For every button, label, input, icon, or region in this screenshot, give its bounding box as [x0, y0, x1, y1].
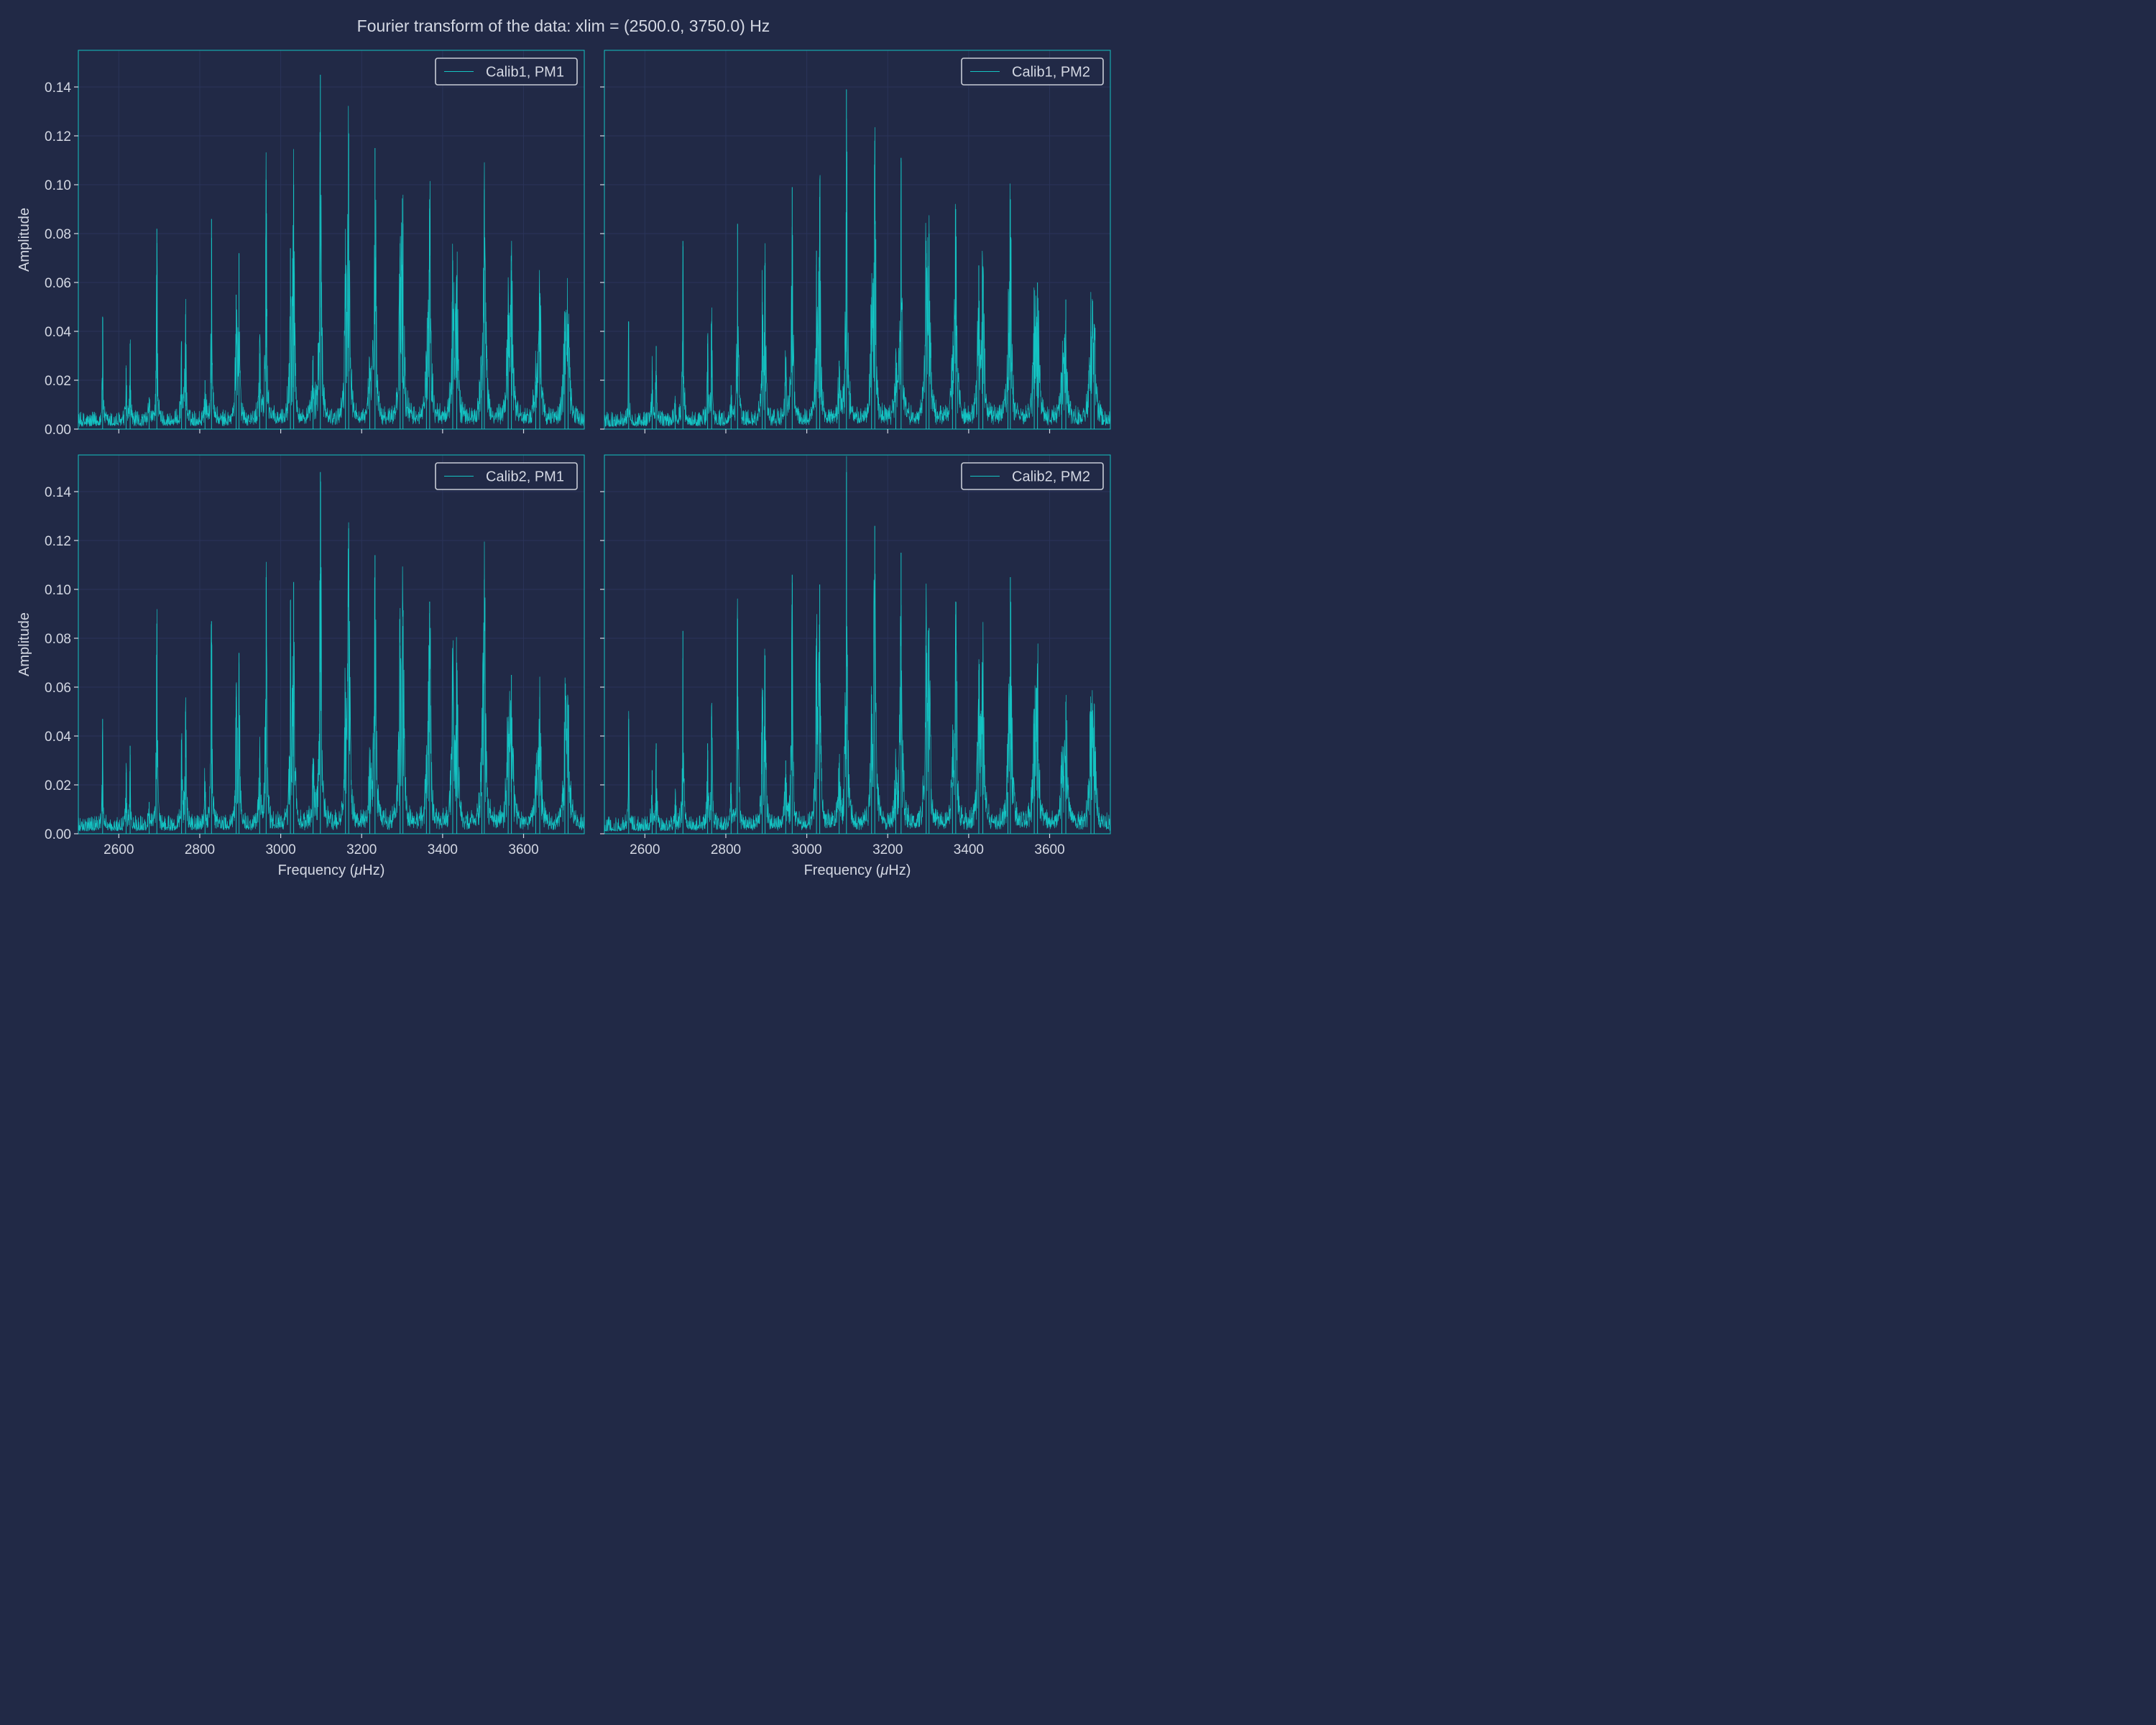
spectrum-line: [78, 481, 585, 832]
legend-label: Calib2, PM2: [1012, 469, 1090, 485]
legend: Calib1, PM2: [961, 58, 1104, 86]
x-tick-label: 3000: [265, 842, 295, 857]
x-tick-label: 2800: [185, 842, 215, 857]
x-tick-label: 3600: [508, 842, 538, 857]
axes-frame: [604, 50, 1111, 430]
y-axis-label: Amplitude: [17, 612, 32, 676]
subplot-1: 0.00 0.02 0.04 0.06 0.08 0.10 0.12 0.14 Amplitud…: [17, 50, 585, 438]
figure-background: [0, 0, 1127, 901]
x-tick-label: 3400: [428, 842, 458, 857]
y-tick-label: 0.14: [45, 80, 71, 96]
spectrum-line: [604, 456, 1111, 832]
y-tick-label: 0.10: [45, 583, 71, 598]
y-tick-label: 0.10: [45, 178, 71, 193]
legend-label: Calib1, PM1: [486, 65, 564, 80]
x-tick-label: 3400: [954, 842, 984, 857]
subplot-3: 0.00 0.02 0.04 0.06 0.08 0.10 0.12 0.14 2600 2800…: [17, 454, 585, 878]
subplot-4: 2600 2800 3000 3200 3400 3600 Frequency (μHz) C…: [600, 454, 1111, 878]
y-axis-label: Amplitude: [17, 208, 32, 272]
y-tick-label: 0.00: [45, 423, 71, 438]
y-tick-label: 0.02: [45, 778, 71, 794]
legend: Calib1, PM1: [435, 58, 578, 86]
y-tick-label: 0.04: [45, 325, 71, 340]
legend: Calib2, PM2: [961, 462, 1104, 490]
legend-box: [961, 462, 1104, 490]
x-tick-label: 2600: [103, 842, 134, 857]
y-tick-label: 0.12: [45, 534, 71, 549]
y-tick-label: 0.00: [45, 827, 71, 842]
x-tick-label: 3200: [346, 842, 377, 857]
y-tick-label: 0.08: [45, 632, 71, 647]
y-tick-label: 0.04: [45, 730, 71, 745]
legend-box: [435, 462, 578, 490]
subplot-2: Calib1, PM2: [600, 50, 1111, 433]
x-tick-label: 2600: [630, 842, 660, 857]
x-axis-label: Frequency (μHz): [278, 862, 385, 878]
legend: Calib2, PM1: [435, 462, 578, 490]
y-tick-label: 0.02: [45, 374, 71, 389]
y-tick-label: 0.12: [45, 129, 71, 144]
figure: Fourier transform of the data: xlim = (2…: [0, 0, 1127, 901]
x-tick-label: 3000: [791, 842, 821, 857]
spectrum-line: [78, 106, 585, 427]
legend-box: [961, 58, 1104, 86]
legend-label: Calib1, PM2: [1012, 65, 1090, 80]
legend-box: [435, 58, 578, 86]
y-tick-label: 0.06: [45, 276, 71, 291]
legend-label: Calib2, PM1: [486, 469, 564, 485]
y-tick-label: 0.06: [45, 681, 71, 696]
spectrum-line: [604, 119, 1111, 427]
axes-frame: [78, 454, 585, 834]
y-tick-label: 0.08: [45, 227, 71, 242]
axes-frame: [78, 50, 585, 430]
axes-frame: [604, 454, 1111, 834]
x-tick-label: 2800: [711, 842, 741, 857]
figure-title: Fourier transform of the data: xlim = (2…: [357, 17, 770, 35]
x-axis-label: Frequency (μHz): [804, 862, 911, 878]
y-tick-label: 0.14: [45, 485, 71, 500]
x-tick-label: 3200: [872, 842, 903, 857]
x-tick-label: 3600: [1034, 842, 1064, 857]
